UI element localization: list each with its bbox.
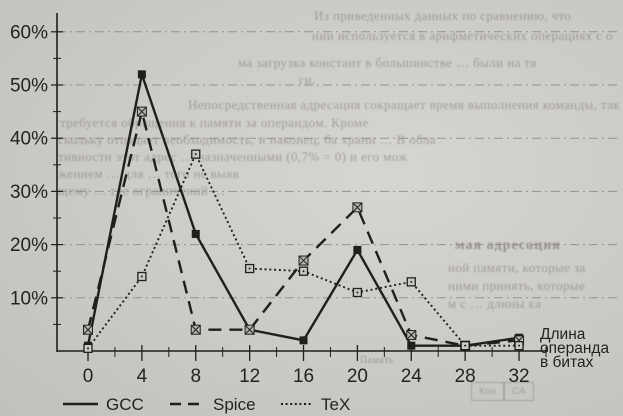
marker-tex-center-dot <box>140 275 143 278</box>
marker-tex-center-dot <box>194 153 197 156</box>
y-tick-label: 40% <box>10 129 48 150</box>
marker-spice-cross <box>190 324 201 335</box>
plot-area: 10% 20% 30% 40% 50% 60% 0 4 8 12 16 20 24 28 32 <box>10 13 618 387</box>
series-line-spice <box>86 111 520 347</box>
x-axis-title-line3: в битах <box>540 354 594 371</box>
x-tick-label: 4 <box>137 366 148 387</box>
bleed-table: Кон СА <box>471 382 534 401</box>
series-line-tex <box>87 151 520 349</box>
legend-label-gcc: GCC <box>106 395 144 414</box>
x-axis-title-line1: Длина <box>540 326 586 343</box>
bleed-text-fragment: жением … для … того не выяв <box>58 166 240 181</box>
series-line-gcc <box>86 69 520 347</box>
marker-tex-center-dot <box>356 291 359 294</box>
bleed-text-fragment: ги. <box>299 72 316 87</box>
legend-label-tex: TeX <box>321 395 350 414</box>
marker-tex-center-dot <box>302 270 305 273</box>
bleed-text-fragment: Из приведенных данных по сравнению, что <box>314 8 572 23</box>
x-tick-label: 8 <box>190 366 201 387</box>
bleed-text-fragment: скольку отпадает необходимость, и наконе… <box>58 132 436 147</box>
x-tick-label: 12 <box>239 366 260 387</box>
marker-gcc-filled-square <box>299 336 308 345</box>
x-tick-label: 16 <box>293 366 314 387</box>
bleed-table-cell: Кон <box>471 382 504 401</box>
x-axis-title-line2: операнда <box>540 340 609 357</box>
marker-gcc-filled-square <box>137 70 146 79</box>
bleed-text-fragment: ма загрузка констант в большинстве … был… <box>238 55 537 70</box>
bleed-text-fragment: тивности этот адрес … назначенными (0,7%… <box>58 149 408 164</box>
marker-spice-cross <box>298 255 309 266</box>
marker-gcc-filled-square <box>353 245 362 254</box>
y-tick-label: 60% <box>10 22 48 43</box>
x-tick-label: 0 <box>83 366 94 387</box>
bleed-text-fragment: м с … длины ка <box>448 296 542 311</box>
y-tick-label: 20% <box>10 235 48 256</box>
x-tick-label: 24 <box>401 366 423 387</box>
marker-gcc-filled-square <box>407 341 416 350</box>
x-tick-label: 28 <box>455 366 476 387</box>
y-tick-label: 30% <box>10 182 48 203</box>
marker-spice-cross <box>406 330 417 340</box>
bleed-text-fragment: ной памяти, которые за <box>448 260 586 275</box>
bleed-text-fragment: требуется обращения к памяти за операндо… <box>60 115 369 130</box>
marker-tex-center-dot <box>410 280 413 283</box>
marker-tex-center-dot <box>464 344 467 347</box>
marker-tex-center-dot <box>518 344 521 347</box>
x-tick-label: 32 <box>508 366 529 387</box>
marker-tex-center-dot <box>248 267 251 270</box>
marker-tex-center-dot <box>87 347 89 350</box>
bleed-text-fragment: ними принять, которые <box>448 278 586 293</box>
y-tick-label: 10% <box>10 288 48 309</box>
legend-label-spice: Spice <box>213 395 256 414</box>
bleed-table-cell: СА <box>503 382 534 401</box>
x-axis-title: Длина операнда в битах <box>540 326 609 371</box>
bleed-text-fragment: Память <box>360 355 394 366</box>
bleed-text-fragment: Непосредственная адресация сокращает вре… <box>188 97 623 112</box>
bleed-text-fragment: мая адресация <box>455 238 561 253</box>
marker-spice-cross <box>244 324 255 335</box>
x-tick-label: 20 <box>347 366 368 387</box>
marker-spice-cross <box>137 106 147 117</box>
legend: GCC Spice TeX <box>63 395 350 414</box>
marker-spice-cross <box>352 202 363 213</box>
y-tick-label: 50% <box>10 76 48 97</box>
marker-spice-cross <box>83 324 93 335</box>
marker-gcc-filled-square <box>191 229 200 238</box>
